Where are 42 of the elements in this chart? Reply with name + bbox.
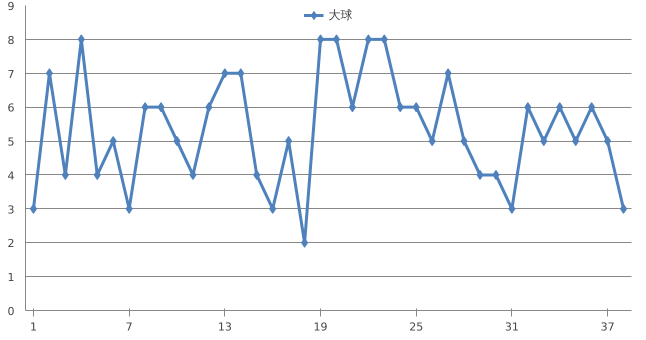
y-tick-label: 9 xyxy=(8,0,14,13)
point xyxy=(269,204,276,214)
y-tick-label: 0 xyxy=(8,305,14,318)
y-tick-label: 8 xyxy=(8,34,14,47)
point xyxy=(110,136,117,146)
y-tick-label: 1 xyxy=(8,271,14,284)
point xyxy=(572,136,580,146)
point xyxy=(221,68,228,78)
point xyxy=(428,136,436,146)
point xyxy=(380,34,388,44)
y-tick-label: 2 xyxy=(8,237,14,250)
point xyxy=(142,102,149,112)
point xyxy=(396,102,404,112)
y-tick-label: 6 xyxy=(8,102,14,115)
y-tick-label: 4 xyxy=(8,169,14,182)
x-tick-label: 13 xyxy=(218,320,232,334)
point xyxy=(332,34,340,44)
point xyxy=(412,102,420,112)
point xyxy=(604,136,612,146)
x-tick-label: 19 xyxy=(314,320,328,334)
y-tick-label: 5 xyxy=(8,136,14,149)
point xyxy=(317,34,324,44)
point xyxy=(460,136,468,146)
x-tick-label: 1 xyxy=(30,320,37,334)
point xyxy=(588,102,596,112)
y-tick-label: 7 xyxy=(8,68,14,81)
point xyxy=(492,170,500,180)
point xyxy=(158,102,165,112)
point xyxy=(620,204,628,214)
y-tick-label: 3 xyxy=(8,203,14,216)
x-tick-label: 37 xyxy=(600,320,615,334)
point xyxy=(205,102,212,112)
point xyxy=(30,204,37,214)
x-tick-label: 31 xyxy=(504,320,519,334)
point xyxy=(556,102,564,112)
legend-label: 大球 xyxy=(328,6,352,24)
point xyxy=(364,34,372,44)
point xyxy=(253,170,260,180)
point xyxy=(540,136,548,146)
x-tick-label: 7 xyxy=(126,320,133,334)
point xyxy=(237,68,244,78)
x-tick-label: 25 xyxy=(409,320,424,334)
